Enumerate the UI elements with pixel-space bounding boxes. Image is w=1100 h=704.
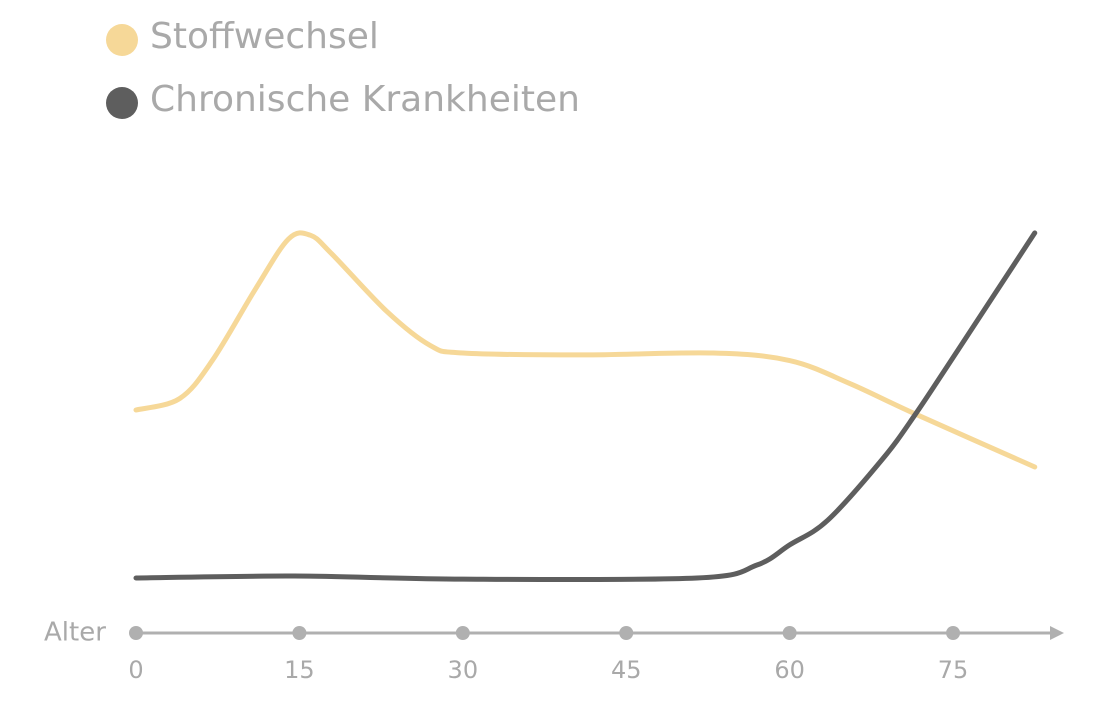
x-tick bbox=[129, 626, 143, 640]
legend-marker bbox=[106, 24, 138, 56]
axis-arrow bbox=[1050, 626, 1064, 640]
x-tick-label: 30 bbox=[448, 656, 479, 684]
legend-label: Stoffwechsel bbox=[150, 16, 379, 57]
x-tick-label: 45 bbox=[611, 656, 642, 684]
x-tick bbox=[782, 626, 797, 640]
x-axis-label: Alter bbox=[44, 618, 106, 648]
legend-label: Chronische Krankheiten bbox=[150, 79, 580, 120]
x-tick-label: 60 bbox=[774, 656, 805, 684]
x-tick bbox=[946, 626, 961, 640]
line bbox=[133, 230, 1038, 583]
legend-marker bbox=[106, 87, 138, 119]
line bbox=[133, 230, 1038, 470]
x-tick-label: 0 bbox=[128, 656, 143, 684]
x-tick bbox=[292, 626, 307, 640]
x-tick-label: 75 bbox=[938, 656, 969, 684]
x-tick bbox=[455, 626, 470, 640]
x-tick-label: 15 bbox=[284, 656, 315, 684]
x-tick bbox=[619, 626, 634, 640]
